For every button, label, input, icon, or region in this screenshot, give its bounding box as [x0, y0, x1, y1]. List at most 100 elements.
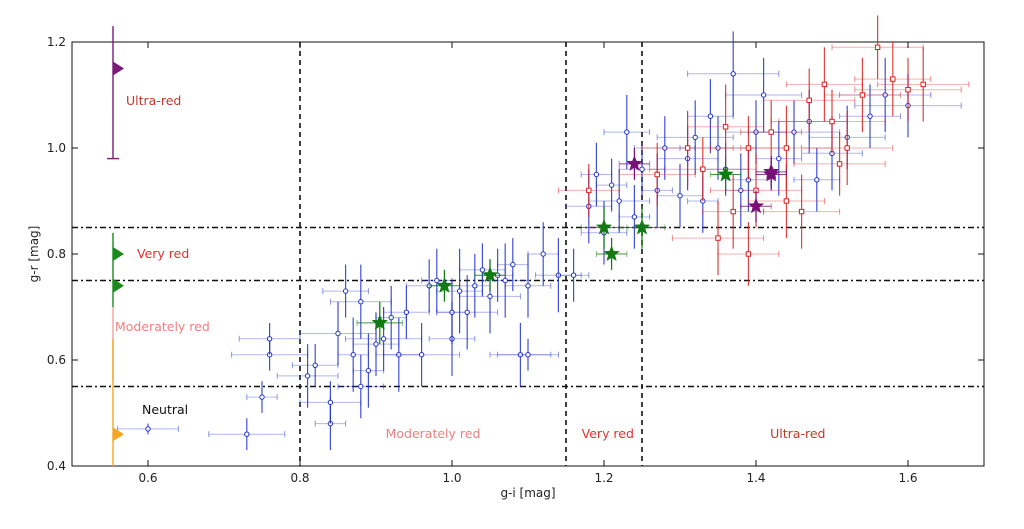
- x-axis-label: g-i [mag]: [500, 486, 555, 500]
- star-point: [603, 245, 620, 262]
- data-point: [791, 129, 797, 135]
- data-point: [753, 129, 759, 135]
- star-point: [633, 218, 651, 235]
- data-point: [388, 314, 394, 321]
- data-point: [586, 187, 592, 194]
- class-label: Moderately red: [115, 319, 210, 334]
- data-point: [365, 367, 372, 374]
- data-point: [776, 155, 782, 162]
- data-point: [517, 352, 524, 358]
- data-point: [456, 288, 463, 294]
- data-point: [844, 145, 850, 151]
- data-point: [510, 261, 516, 268]
- data-point: [874, 44, 881, 50]
- data-point: [639, 166, 645, 172]
- region-label: Moderately red: [386, 426, 481, 441]
- y-tick-label: 0.4: [47, 459, 66, 473]
- data-point: [814, 177, 820, 183]
- y-tick-label: 0.8: [47, 247, 66, 261]
- data-point: [920, 81, 926, 88]
- class-marker: [113, 278, 124, 293]
- y-axis-ticks: 0.4 0.6 0.8 1.0 1.2: [47, 35, 984, 473]
- data-layer: [117, 15, 970, 451]
- data-point: [259, 394, 265, 400]
- y-tick-label: 1.2: [47, 35, 66, 49]
- data-point: [335, 330, 341, 337]
- star-point: [717, 165, 734, 182]
- class-label: Ultra-red: [126, 93, 181, 108]
- data-point: [304, 373, 311, 379]
- data-point: [631, 214, 638, 220]
- data-point: [145, 426, 151, 432]
- data-point: [890, 76, 896, 82]
- data-point: [502, 277, 508, 284]
- reference-lines: [72, 42, 984, 466]
- star-point: [481, 266, 499, 283]
- data-point: [464, 309, 470, 315]
- data-point: [449, 309, 455, 315]
- class-marker: [113, 427, 124, 442]
- data-point: [677, 193, 683, 199]
- data-point: [396, 352, 402, 358]
- y-tick-label: 1.0: [47, 141, 66, 155]
- data-point: [882, 92, 888, 98]
- series-2: [356, 158, 742, 345]
- star-point: [747, 197, 765, 214]
- data-point: [730, 71, 736, 77]
- data-point: [692, 134, 698, 141]
- x-tick-label: 0.6: [138, 471, 157, 485]
- data-point: [525, 283, 531, 289]
- data-point: [380, 336, 387, 342]
- data-point: [905, 87, 911, 93]
- data-point: [350, 352, 356, 358]
- data-point: [760, 92, 767, 98]
- class-label: Neutral: [142, 402, 188, 417]
- y-tick-label: 0.6: [47, 353, 66, 367]
- star-point: [762, 163, 780, 179]
- data-point: [312, 362, 318, 368]
- data-point: [358, 383, 364, 390]
- data-point: [540, 251, 546, 257]
- data-point: [745, 251, 752, 257]
- x-axis-ticks: 0.6 0.8 1.0 1.2 1.4 1.6: [138, 42, 918, 485]
- data-point: [798, 208, 805, 215]
- series-3: [618, 148, 787, 223]
- data-point: [829, 118, 835, 125]
- data-point: [662, 145, 668, 151]
- data-point: [472, 283, 478, 289]
- data-point: [821, 81, 828, 88]
- star-point: [595, 218, 613, 235]
- data-point: [593, 171, 600, 178]
- data-point: [707, 113, 714, 119]
- star-point: [371, 314, 389, 330]
- data-point: [722, 124, 729, 130]
- data-point: [624, 129, 630, 135]
- data-point: [616, 198, 622, 204]
- data-point: [244, 431, 250, 437]
- data-point: [327, 399, 334, 406]
- data-point: [867, 113, 873, 119]
- classification-scale: Ultra-red Very red Moderately red Neutral Mo…: [107, 26, 825, 466]
- data-point: [684, 145, 691, 151]
- series-0: [117, 31, 962, 451]
- data-point: [700, 166, 706, 172]
- data-point: [738, 187, 744, 194]
- data-point: [403, 309, 410, 315]
- data-point: [570, 272, 577, 278]
- x-tick-label: 1.2: [594, 471, 613, 485]
- data-point: [373, 341, 379, 347]
- data-point: [434, 277, 440, 284]
- data-point: [342, 288, 349, 294]
- data-point: [715, 235, 721, 241]
- data-point: [715, 145, 721, 151]
- data-point: [487, 293, 493, 300]
- region-label: Very red: [582, 426, 634, 441]
- data-point: [525, 352, 531, 358]
- star-point: [626, 155, 643, 171]
- region-label: Ultra-red: [770, 426, 825, 441]
- x-tick-label: 0.8: [290, 471, 309, 485]
- data-point: [745, 145, 752, 151]
- class-marker: [113, 247, 124, 261]
- x-tick-label: 1.0: [442, 471, 461, 485]
